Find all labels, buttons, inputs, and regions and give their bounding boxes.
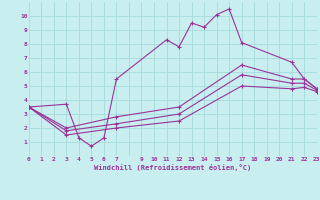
X-axis label: Windchill (Refroidissement éolien,°C): Windchill (Refroidissement éolien,°C) — [94, 164, 252, 171]
